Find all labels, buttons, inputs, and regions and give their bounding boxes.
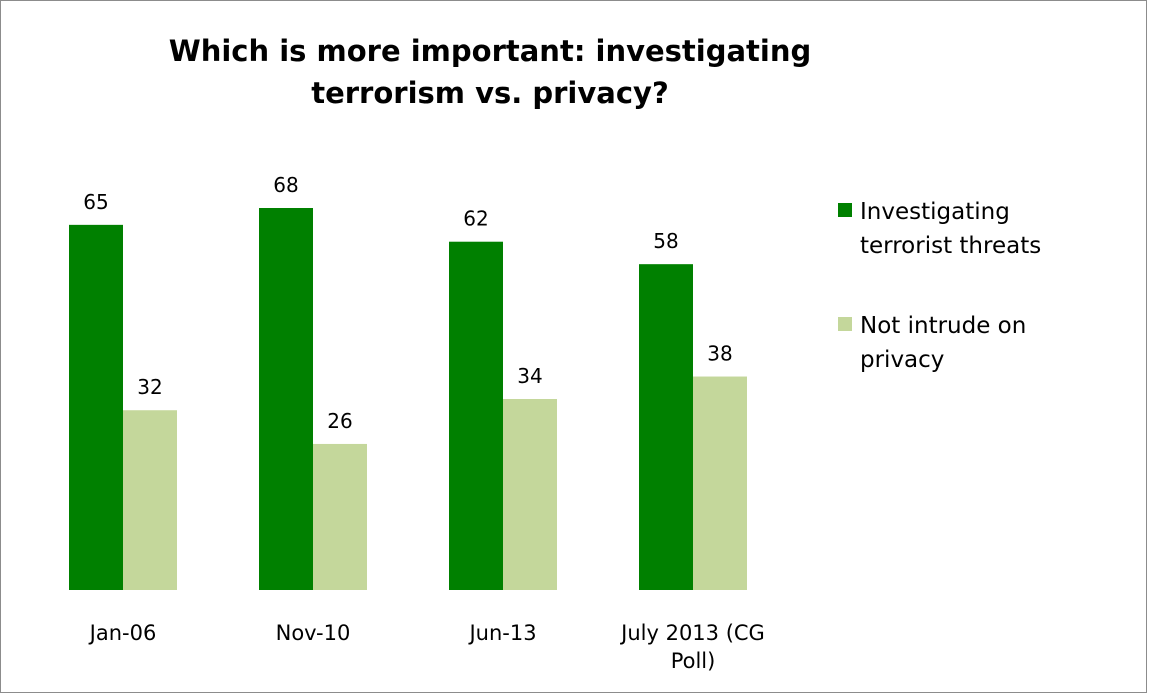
- x-tick-label-0: Jan-06: [88, 621, 157, 645]
- data-label-investigating-0: 65: [83, 190, 108, 214]
- bar-privacy-0: [123, 410, 177, 590]
- data-label-investigating-2: 62: [463, 207, 488, 231]
- data-label-privacy-3: 38: [707, 342, 732, 366]
- x-tick-label-1: Nov-10: [276, 621, 351, 645]
- data-label-privacy-1: 26: [327, 409, 352, 433]
- chart-title: Which is more important: investigating t…: [168, 34, 812, 110]
- bar-privacy-2: [503, 399, 557, 590]
- legend-swatch-privacy: [838, 317, 852, 331]
- legend-label-line: terrorist threats: [860, 233, 1042, 259]
- x-tick-label-3: July 2013 (CG: [619, 621, 765, 645]
- data-label-investigating-1: 68: [273, 173, 298, 197]
- x-tick-label-3: Poll): [671, 649, 716, 673]
- bar-investigating-0: [69, 224, 123, 590]
- data-label-privacy-2: 34: [517, 364, 542, 388]
- legend-label-line: Not intrude on: [860, 313, 1027, 339]
- bar-investigating-2: [449, 241, 503, 591]
- data-label-privacy-0: 32: [137, 375, 162, 399]
- bar-privacy-1: [313, 443, 367, 590]
- legend-swatch-investigating: [838, 203, 852, 217]
- bar-privacy-3: [693, 376, 747, 590]
- bar-investigating-1: [259, 208, 313, 590]
- bar-investigating-3: [639, 264, 693, 590]
- legend-label-line: privacy: [860, 347, 945, 373]
- x-tick-label-2: Jun-13: [467, 621, 536, 645]
- data-label-investigating-3: 58: [653, 229, 678, 253]
- legend-label-line: Investigating: [860, 199, 1010, 225]
